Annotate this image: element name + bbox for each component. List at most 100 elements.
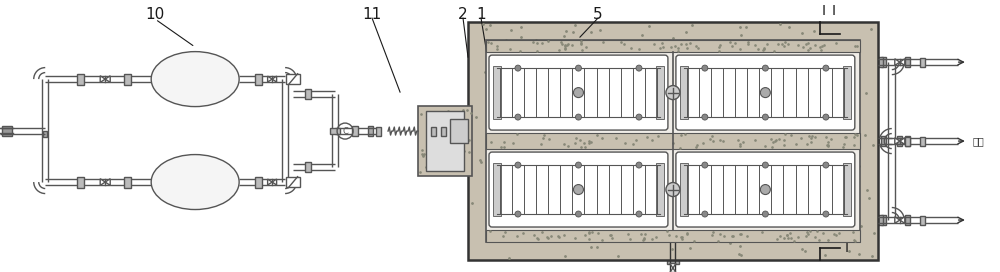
Bar [376,126,381,135]
Circle shape [702,65,708,71]
Bar [920,215,925,224]
Bar [843,66,851,119]
Circle shape [575,211,581,217]
Bar [656,66,664,119]
Bar [920,137,925,146]
Bar [286,75,300,84]
Circle shape [762,114,768,120]
Bar [124,177,131,187]
Bar [418,106,472,176]
Bar [2,126,12,135]
Circle shape [702,114,708,120]
Circle shape [760,184,770,194]
Circle shape [823,65,829,71]
Bar [905,57,910,67]
Circle shape [823,211,829,217]
Bar [426,111,464,171]
FancyBboxPatch shape [676,55,855,130]
Bar [881,136,886,146]
Circle shape [636,65,642,71]
Bar [878,57,883,67]
Circle shape [760,88,770,98]
Polygon shape [895,59,900,66]
Bar [905,137,910,146]
Polygon shape [272,179,277,185]
Polygon shape [670,264,676,268]
Ellipse shape [151,154,239,209]
Bar [920,58,925,67]
Text: 出水: 出水 [973,136,985,146]
Bar [881,215,886,225]
Bar [468,22,878,260]
Bar [680,66,688,119]
Bar [486,40,860,52]
Circle shape [666,86,680,100]
Bar [897,136,902,146]
Bar [486,40,860,242]
Ellipse shape [151,52,239,107]
Polygon shape [895,217,900,223]
Bar [493,163,501,216]
Circle shape [636,211,642,217]
Polygon shape [670,268,676,272]
Circle shape [636,114,642,120]
Circle shape [575,162,581,168]
Text: C: C [342,126,348,135]
Circle shape [762,211,768,217]
Circle shape [823,114,829,120]
Circle shape [823,162,829,168]
Bar [441,126,446,135]
Bar [77,177,84,187]
Bar [680,163,688,216]
Polygon shape [900,138,905,144]
Circle shape [515,65,521,71]
Bar [486,133,860,149]
Circle shape [636,162,642,168]
Bar [843,163,851,216]
Text: I: I [822,4,826,18]
Polygon shape [268,179,272,185]
Text: 10: 10 [146,7,165,22]
Bar [422,126,427,136]
Circle shape [762,162,768,168]
Bar [905,215,910,225]
Polygon shape [268,76,272,82]
FancyBboxPatch shape [489,152,668,227]
Text: I: I [832,4,836,18]
Circle shape [515,162,521,168]
Bar [124,74,131,85]
Circle shape [515,211,521,217]
Bar [486,230,860,242]
Polygon shape [100,179,105,186]
Bar [286,177,300,187]
Polygon shape [900,217,905,223]
Polygon shape [105,76,110,82]
Text: I: I [845,241,849,255]
Bar [305,162,311,172]
Bar [878,215,883,225]
Polygon shape [895,138,900,144]
Circle shape [573,184,583,194]
Bar [368,126,373,136]
Circle shape [702,162,708,168]
Text: 5: 5 [593,7,603,22]
Polygon shape [900,59,905,66]
Bar [905,136,910,146]
Bar [330,128,340,134]
Text: 11: 11 [362,7,382,22]
FancyBboxPatch shape [489,55,668,130]
Bar [352,126,358,136]
Bar [881,57,886,67]
Circle shape [515,114,521,120]
Bar [493,66,501,119]
Circle shape [575,114,581,120]
Bar [77,74,84,85]
Polygon shape [100,76,105,82]
Bar [450,119,468,143]
Polygon shape [105,179,110,186]
Circle shape [762,65,768,71]
Bar [255,177,262,187]
Text: 2: 2 [458,7,468,22]
Circle shape [702,211,708,217]
Circle shape [575,65,581,71]
